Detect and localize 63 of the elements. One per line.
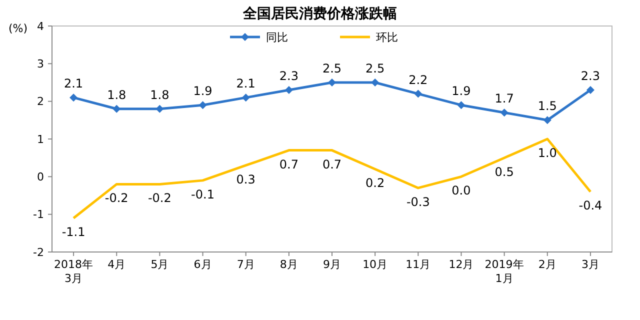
data-label: 0.2: [366, 176, 385, 190]
point: [500, 108, 508, 117]
data-label: 0.7: [279, 157, 298, 172]
x-tick-label: 12月: [448, 258, 474, 271]
point: [543, 116, 552, 124]
data-label: 2.2: [408, 72, 428, 87]
x-tick-label: 8月: [280, 258, 298, 271]
point: [242, 94, 250, 102]
x-tick-label: 9月: [323, 258, 341, 271]
point: [328, 78, 336, 86]
data-label: 0.5: [494, 164, 514, 179]
x-tick-label: 7月: [236, 258, 255, 271]
data-label: 2.5: [322, 62, 342, 76]
x-tick-label: 11月: [406, 258, 431, 271]
point: [112, 104, 121, 113]
x-tick-label: 6月: [194, 258, 212, 271]
data-label: -0.4: [578, 198, 602, 213]
data-label: 1.8: [150, 88, 170, 102]
data-label: 0.0: [452, 184, 471, 198]
data-label: -1.1: [62, 225, 86, 240]
y-tick-label: 1: [37, 132, 44, 146]
data-label: -0.3: [406, 194, 430, 209]
data-label: 1.7: [494, 92, 514, 106]
point: [284, 86, 293, 94]
y-axis-title: (%): [8, 22, 28, 35]
legend-label: 环比: [376, 30, 398, 44]
point: [586, 86, 594, 94]
point: [198, 101, 207, 110]
y-tick-label: -1: [33, 208, 44, 222]
x-tick-label: 2018年 3月: [54, 258, 94, 285]
point: [414, 90, 422, 98]
data-label: 2.1: [64, 76, 84, 91]
data-label: 1.9: [452, 84, 471, 98]
data-label: 1.5: [538, 99, 557, 114]
chart-title: 全国居民消费价格涨跌幅: [242, 6, 397, 22]
data-label: 0.3: [236, 172, 256, 186]
data-label: 1.9: [193, 84, 212, 98]
x-tick-label: 4月: [108, 258, 126, 271]
y-tick-label: 0: [37, 170, 44, 184]
x-tick-label: 2月: [538, 258, 556, 271]
legend-label: 同比: [266, 30, 288, 44]
point: [371, 78, 380, 86]
y-tick-label: 3: [37, 58, 44, 71]
data-label: 2.3: [580, 69, 600, 84]
data-label: 2.3: [279, 69, 298, 84]
data-label: 0.7: [322, 157, 342, 172]
data-label: 2.5: [366, 62, 385, 76]
data-label: -0.2: [148, 191, 172, 206]
data-label: 1.8: [107, 88, 126, 102]
point: [156, 104, 164, 113]
data-label: 2.1: [236, 76, 256, 91]
point: [457, 101, 466, 110]
x-tick-label: 3月: [581, 258, 600, 271]
data-label: -0.1: [191, 187, 214, 202]
point: [70, 94, 78, 102]
data-label: 1.0: [538, 146, 557, 160]
x-tick-label: 5月: [150, 258, 169, 271]
x-tick-label: 2019年 1月: [484, 258, 524, 285]
x-tick-label: 10月: [362, 258, 388, 271]
y-tick-label: 4: [37, 20, 44, 33]
y-tick-label: 2: [37, 95, 44, 108]
y-tick-label: -2: [33, 246, 44, 259]
data-label: -0.2: [104, 191, 128, 206]
